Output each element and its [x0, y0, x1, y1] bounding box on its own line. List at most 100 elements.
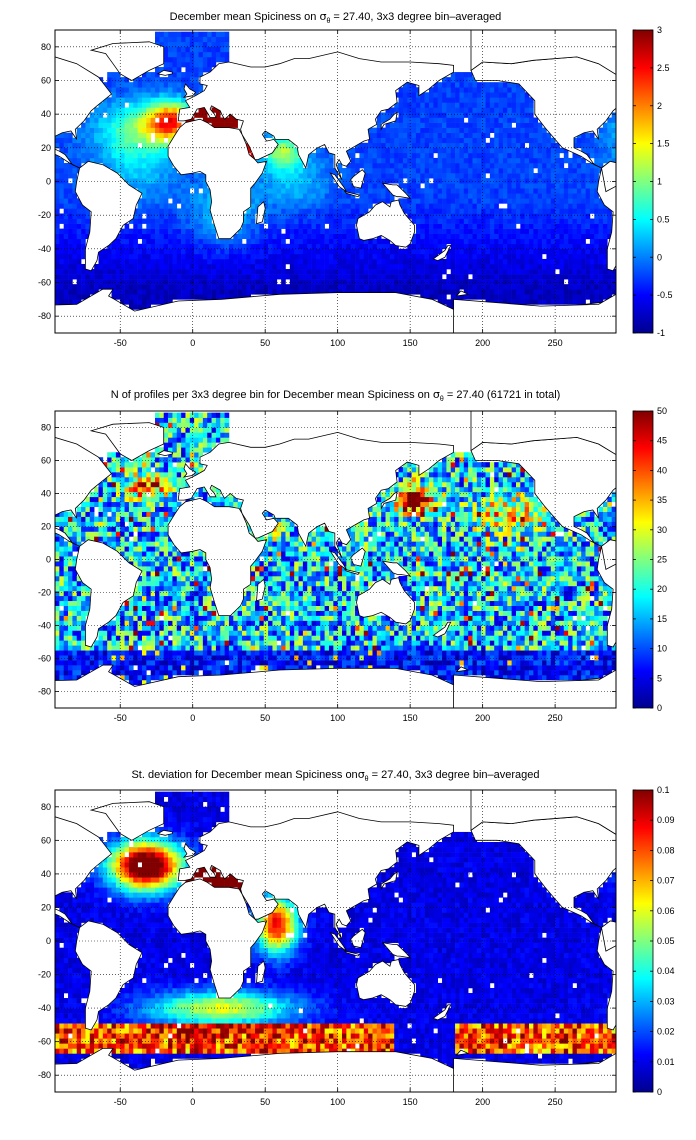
heatmap-cell — [115, 491, 121, 498]
heatmap-cell — [450, 162, 456, 169]
heatmap-cell — [468, 223, 473, 229]
heatmap-cell — [128, 132, 134, 139]
heatmap-cell — [598, 238, 604, 245]
heatmap-cell — [268, 263, 273, 270]
heatmap-cell — [394, 274, 399, 280]
heatmap-cell — [337, 258, 343, 265]
heatmap-cell — [355, 279, 360, 285]
heatmap-cell — [207, 289, 212, 295]
heatmap-cell — [433, 112, 438, 118]
heatmap-cell — [420, 243, 425, 250]
coastline — [256, 200, 266, 225]
heatmap-cell — [220, 122, 225, 128]
heatmap-cell — [307, 253, 312, 260]
heatmap-cell — [572, 279, 578, 285]
heatmap-cell — [111, 491, 117, 498]
heatmap-cell — [333, 213, 338, 219]
heatmap-cell — [594, 137, 599, 144]
heatmap-cell — [150, 92, 156, 98]
heatmap-cell — [168, 168, 173, 174]
heatmap-cell — [533, 238, 539, 245]
heatmap-cell — [94, 147, 99, 154]
heatmap-cell — [450, 132, 456, 139]
heatmap-cell — [111, 665, 117, 671]
heatmap-cell — [411, 208, 417, 214]
heatmap-cell — [215, 243, 221, 250]
heatmap-cell — [437, 198, 443, 204]
colorbar-tick-label: 2 — [657, 101, 662, 111]
heatmap-cell — [494, 102, 499, 108]
heatmap-cell — [202, 183, 208, 189]
heatmap-cell — [207, 243, 212, 250]
heatmap-cell — [115, 284, 121, 290]
heatmap-cell — [589, 248, 595, 255]
heatmap-cell — [55, 137, 60, 144]
heatmap-cell — [450, 284, 456, 290]
heatmap-cell — [389, 248, 395, 255]
heatmap-cell — [385, 289, 391, 295]
heatmap-cell — [194, 178, 199, 184]
heatmap-cell — [420, 142, 425, 149]
heatmap-cell — [111, 462, 117, 468]
heatmap-cell — [459, 183, 465, 189]
heatmap-cell — [285, 157, 291, 164]
heatmap-cell — [485, 243, 491, 250]
heatmap-cell — [481, 142, 486, 149]
heatmap-cell — [502, 137, 508, 144]
heatmap-cell — [141, 137, 147, 144]
heatmap-cell — [485, 142, 491, 149]
heatmap-cell — [168, 263, 173, 270]
heatmap-cell — [81, 511, 86, 517]
heatmap-cell — [137, 279, 143, 285]
heatmap-cell — [220, 279, 225, 285]
heatmap-cell — [494, 243, 499, 250]
heatmap-cell — [533, 228, 539, 234]
heatmap-cell — [581, 279, 586, 285]
heatmap-cell — [298, 188, 304, 194]
heatmap-cell — [576, 299, 582, 305]
heatmap-cell — [176, 87, 182, 93]
heatmap-cell — [311, 193, 317, 199]
heatmap-cell — [529, 294, 534, 300]
heatmap-cell — [155, 198, 160, 204]
heatmap-cell — [324, 193, 330, 199]
heatmap-cell — [594, 279, 599, 285]
heatmap-cell — [542, 274, 547, 280]
heatmap-cell — [159, 263, 165, 270]
heatmap-cell — [124, 467, 130, 473]
heatmap-cell — [55, 228, 60, 234]
heatmap-cell — [489, 188, 495, 194]
heatmap-cell — [285, 173, 291, 179]
heatmap-cell — [307, 223, 312, 229]
heatmap-cell — [394, 132, 399, 139]
heatmap-cell — [133, 526, 138, 532]
heatmap-cell — [128, 467, 134, 473]
heatmap-cell — [520, 233, 525, 240]
heatmap-cell — [594, 228, 599, 234]
heatmap-cell — [311, 253, 317, 260]
heatmap-cell — [429, 188, 434, 194]
heatmap-cell — [568, 183, 573, 189]
heatmap-cell — [72, 243, 78, 250]
heatmap-cell — [272, 243, 278, 250]
heatmap-cell — [128, 173, 134, 179]
heatmap-cell — [137, 635, 143, 641]
heatmap-cell — [463, 284, 469, 290]
heatmap-cell — [159, 203, 165, 209]
heatmap-cell — [63, 605, 69, 611]
heatmap-cell — [507, 127, 512, 133]
heatmap-cell — [559, 248, 565, 255]
heatmap-cell — [72, 655, 78, 661]
heatmap-cell — [450, 137, 456, 144]
heatmap-cell — [133, 233, 138, 240]
heatmap-cell — [220, 41, 225, 48]
heatmap-cell — [211, 228, 217, 234]
heatmap-cell — [263, 274, 269, 280]
heatmap-cell — [76, 625, 82, 631]
heatmap-cell — [94, 645, 99, 651]
heatmap-cell — [198, 203, 204, 209]
heatmap-cell — [559, 178, 565, 184]
heatmap-cell — [128, 82, 134, 88]
heatmap-cell — [598, 253, 604, 260]
heatmap-cell — [415, 279, 421, 285]
